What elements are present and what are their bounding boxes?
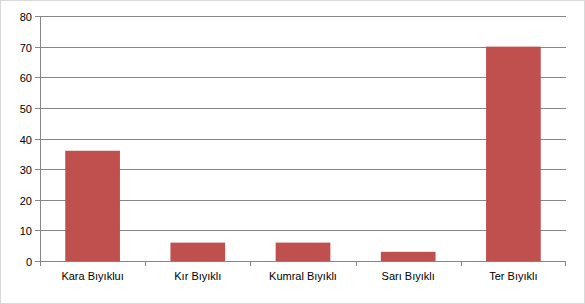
tick-mark: [35, 47, 40, 48]
x-tick: [356, 261, 357, 266]
x-axis: [40, 261, 566, 262]
x-tick: [250, 261, 251, 266]
x-tick: [40, 261, 41, 266]
tick-label: 10: [20, 225, 32, 237]
tick-label: 0: [26, 256, 32, 268]
tick-mark: [35, 200, 40, 201]
category-label: Kara Bıyıkluı: [61, 270, 123, 282]
tick-label: 60: [20, 72, 32, 84]
tick-label: 80: [20, 11, 32, 23]
bars: [65, 47, 541, 261]
category-label: Kır Bıyıklı: [174, 270, 221, 282]
grid-line: [40, 16, 566, 17]
tick-mark: [35, 139, 40, 140]
x-tick: [461, 261, 462, 266]
tick-mark: [35, 77, 40, 78]
grid-line: [40, 261, 566, 262]
category-label: Ter Bıyıklı: [489, 270, 537, 282]
x-tick: [145, 261, 146, 266]
tick-label: 20: [20, 195, 32, 207]
category-label: Kumral Bıyıklı: [269, 270, 337, 282]
tick-mark: [35, 16, 40, 17]
tick-label: 50: [20, 103, 32, 115]
tick-label: 70: [20, 42, 32, 54]
bar: [381, 252, 436, 261]
category-label: Sarı Bıyıklı: [382, 270, 435, 282]
tick-mark: [35, 169, 40, 170]
bar: [276, 243, 331, 261]
bar: [170, 243, 225, 261]
y-axis: [40, 16, 41, 261]
tick-mark: [35, 230, 40, 231]
tick-label: 30: [20, 164, 32, 176]
chart: 0 10 20 30 40 50 60 70 80 Kara Bıyıkluı Kır Bıyıkl…: [0, 0, 585, 304]
bar: [65, 151, 120, 261]
bar: [486, 47, 541, 261]
tick-mark: [35, 108, 40, 109]
tick-mark: [35, 261, 40, 262]
x-tick: [565, 261, 566, 266]
chart-border: [1, 1, 585, 304]
tick-label: 40: [20, 134, 32, 146]
